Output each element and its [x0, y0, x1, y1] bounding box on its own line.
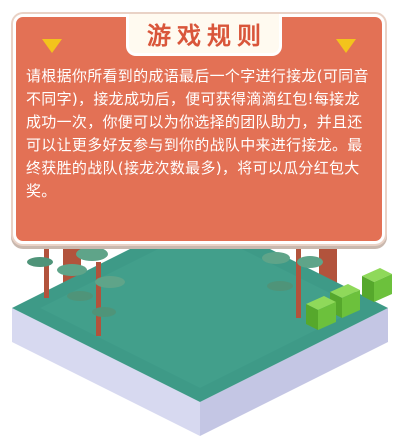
title-tab: 游戏规则	[126, 14, 282, 56]
triangle-down-icon	[336, 39, 356, 53]
ground-top-shade	[40, 228, 360, 388]
bush-cube-1	[362, 268, 392, 302]
bush-cube-3	[306, 296, 336, 330]
ground-side-left	[12, 308, 200, 436]
board-title: 游戏规则	[147, 22, 267, 50]
triangle-down-icon	[42, 39, 62, 53]
rules-text: 请根据你所看到的成语最后一个字进行接龙(可同音不同字)，接龙成功后，便可获得滴滴…	[26, 67, 369, 200]
tree-left-front	[57, 247, 125, 336]
rules-board: 游戏规则 请根据你所看到的成语最后一个字进行接龙(可同音不同字)，接龙成功后，便…	[13, 14, 385, 244]
ground-side-right	[200, 308, 388, 436]
